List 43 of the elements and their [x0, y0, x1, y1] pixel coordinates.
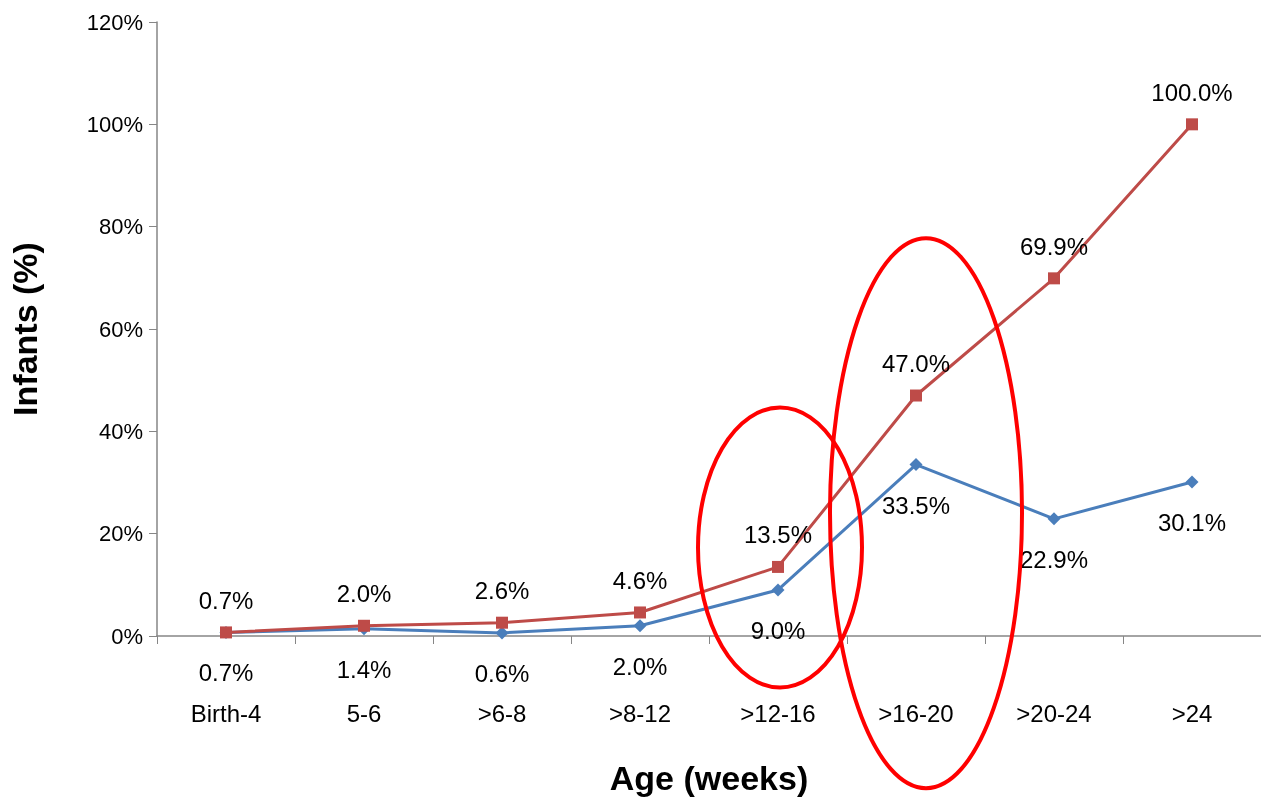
x-tick-label: 5-6 — [346, 699, 382, 727]
data-label: 30.1% — [1157, 508, 1227, 536]
point — [496, 616, 508, 629]
x-axis-title: Age (weeks) — [609, 759, 809, 797]
point — [910, 389, 922, 402]
point — [909, 458, 923, 472]
data-label: 4.6% — [612, 566, 668, 594]
x-tick-label: >6-8 — [477, 699, 527, 727]
point — [1047, 512, 1061, 526]
x-tick-label: >16-20 — [878, 699, 954, 727]
point — [1185, 475, 1199, 489]
data-label: 33.5% — [881, 491, 951, 519]
data-label: 2.6% — [474, 577, 530, 605]
x-tick-label: >24 — [1171, 699, 1213, 727]
data-label: 22.9% — [1019, 545, 1089, 573]
y-tick-label: 100% — [86, 111, 143, 137]
point — [1186, 118, 1198, 131]
y-tick-label: 80% — [98, 214, 143, 240]
point — [634, 606, 646, 619]
point — [771, 583, 785, 597]
data-label: 0.6% — [474, 659, 530, 687]
data-label: 47.0% — [881, 350, 951, 378]
x-tick-label: >8-12 — [608, 699, 672, 727]
x-tick-label: >12-16 — [740, 699, 816, 727]
y-tick-label: 0% — [111, 623, 143, 649]
x-tick-label: Birth-4 — [190, 699, 262, 727]
y-axis-title: Infants (%) — [6, 242, 44, 416]
data-label: 9.0% — [750, 616, 806, 644]
point — [633, 619, 647, 633]
data-label: 2.0% — [612, 652, 668, 680]
data-label: 0.7% — [198, 586, 254, 614]
y-tick-label: 40% — [98, 418, 143, 444]
y-tick-label: 120% — [86, 9, 143, 35]
point — [772, 560, 784, 573]
y-tick-label: 60% — [98, 316, 143, 342]
data-label: 0.7% — [198, 659, 254, 687]
data-label: 1.4% — [336, 655, 392, 683]
point — [358, 619, 370, 632]
data-label: 2.0% — [336, 580, 392, 608]
y-tick-label: 20% — [98, 521, 143, 547]
x-tick-label: >20-24 — [1016, 699, 1092, 727]
point — [1048, 272, 1060, 285]
data-label: 100.0% — [1151, 78, 1233, 106]
